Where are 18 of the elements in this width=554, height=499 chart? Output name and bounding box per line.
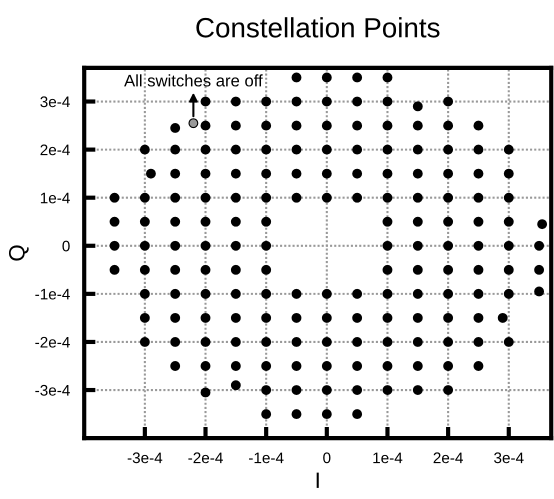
- y-tick-label: 3e-4: [40, 96, 70, 108]
- annotation: All switches are off: [124, 74, 263, 87]
- y-tick-label: 1e-4: [40, 192, 70, 204]
- y-tick-label: -1e-4: [35, 288, 70, 300]
- y-tick-label: 2e-4: [40, 144, 70, 156]
- x-tick-label: -1e-4: [249, 452, 284, 464]
- chart-title: Constellation Points: [196, 17, 440, 38]
- x-tick-label: 2e-4: [434, 452, 463, 464]
- y-tick-label: 0: [62, 240, 70, 252]
- y-tick-label: -3e-4: [35, 384, 70, 396]
- y-tick-label: -2e-4: [35, 336, 70, 348]
- x-tick-label: 1e-4: [373, 452, 402, 464]
- x-tick-label: -2e-4: [188, 452, 223, 464]
- x-tick-label: -3e-4: [128, 452, 162, 464]
- y-axis-title: Q: [8, 245, 29, 261]
- x-tick-label: 3e-4: [494, 452, 524, 464]
- x-axis-title: I: [316, 472, 319, 488]
- x-tick-label: 0: [323, 452, 330, 464]
